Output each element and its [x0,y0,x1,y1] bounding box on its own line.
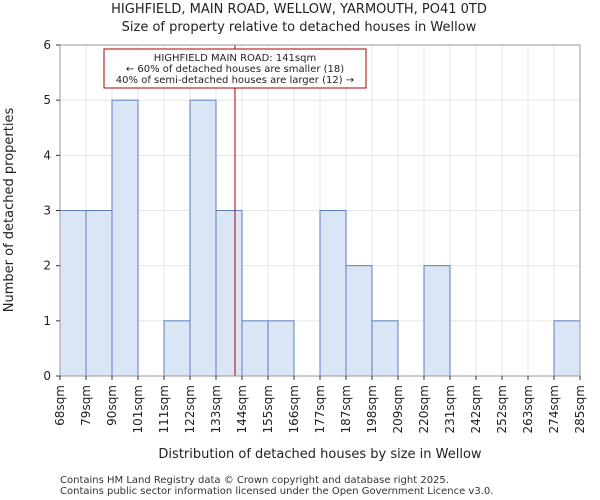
y-tick-label: 5 [43,93,51,107]
x-tick-label: 177sqm [313,385,327,433]
x-tick-label: 68sqm [53,385,67,426]
x-tick-label: 220sqm [417,385,431,433]
chart-title: HIGHFIELD, MAIN ROAD, WELLOW, YARMOUTH, … [111,2,487,17]
x-tick-label: 187sqm [339,385,353,433]
histogram-bar [345,265,373,377]
y-tick-label: 1 [43,314,51,328]
x-tick-label: 111sqm [157,385,171,433]
footer-line-2: Contains public sector information licen… [60,486,493,497]
histogram-bar [111,99,139,377]
chart-subtitle: Size of property relative to detached ho… [122,20,477,35]
y-axis-ticks: 0 1 2 3 4 5 6 [43,38,60,383]
histogram-bar [241,320,269,377]
histogram-bar [319,210,347,377]
histogram-bar [267,320,295,377]
annotation-line-2: ← 60% of detached houses are smaller (18… [126,64,344,75]
x-tick-label: 198sqm [365,385,379,433]
histogram-bar [189,99,217,377]
x-tick-label: 166sqm [287,385,301,433]
y-tick-label: 2 [43,259,51,273]
annotation-line-1: HIGHFIELD MAIN ROAD: 141sqm [154,53,316,64]
x-axis-title: Distribution of detached houses by size … [158,447,481,462]
annotation-line-3: 40% of semi-detached houses are larger (… [116,75,354,86]
histogram-bar [371,320,399,377]
histogram-bar [163,320,191,377]
y-tick-label: 4 [43,148,51,162]
y-tick-label: 6 [43,38,51,52]
x-tick-label: 79sqm [79,385,93,426]
x-tick-label: 263sqm [521,385,535,433]
x-tick-label: 122sqm [183,385,197,433]
x-tick-label: 155sqm [261,385,275,433]
x-tick-label: 274sqm [547,385,561,433]
footer-line-1: Contains HM Land Registry data © Crown c… [60,475,449,486]
x-tick-label: 285sqm [573,385,587,433]
annotation-box: HIGHFIELD MAIN ROAD: 141sqm ← 60% of det… [103,48,367,89]
x-tick-label: 144sqm [235,385,249,433]
annotation-frame [103,48,367,89]
bars [59,99,581,377]
y-tick-label: 0 [43,369,51,383]
x-tick-label: 231sqm [443,385,457,433]
x-tick-label: 101sqm [131,385,145,433]
x-axis-ticks: 68sqm 79sqm 90sqm 101sqm 111sqm 122sqm 133sqm 1… [53,376,587,433]
histogram-bar [59,210,87,377]
histogram-bar [215,210,243,377]
x-tick-label: 252sqm [495,385,509,433]
histogram-bar [423,265,451,377]
histogram-bar [553,320,581,377]
y-axis-title: Number of detached properties [2,108,17,313]
y-tick-label: 3 [43,204,51,218]
x-tick-label: 133sqm [209,385,223,433]
histogram-bar [85,210,113,377]
x-tick-label: 90sqm [105,385,119,426]
x-tick-label: 242sqm [469,385,483,433]
x-tick-label: 209sqm [391,385,405,433]
